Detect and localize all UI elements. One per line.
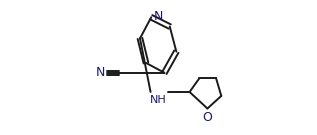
- Text: N: N: [96, 66, 106, 79]
- Text: NH: NH: [149, 95, 166, 105]
- Text: N: N: [154, 10, 163, 23]
- Text: O: O: [202, 111, 212, 124]
